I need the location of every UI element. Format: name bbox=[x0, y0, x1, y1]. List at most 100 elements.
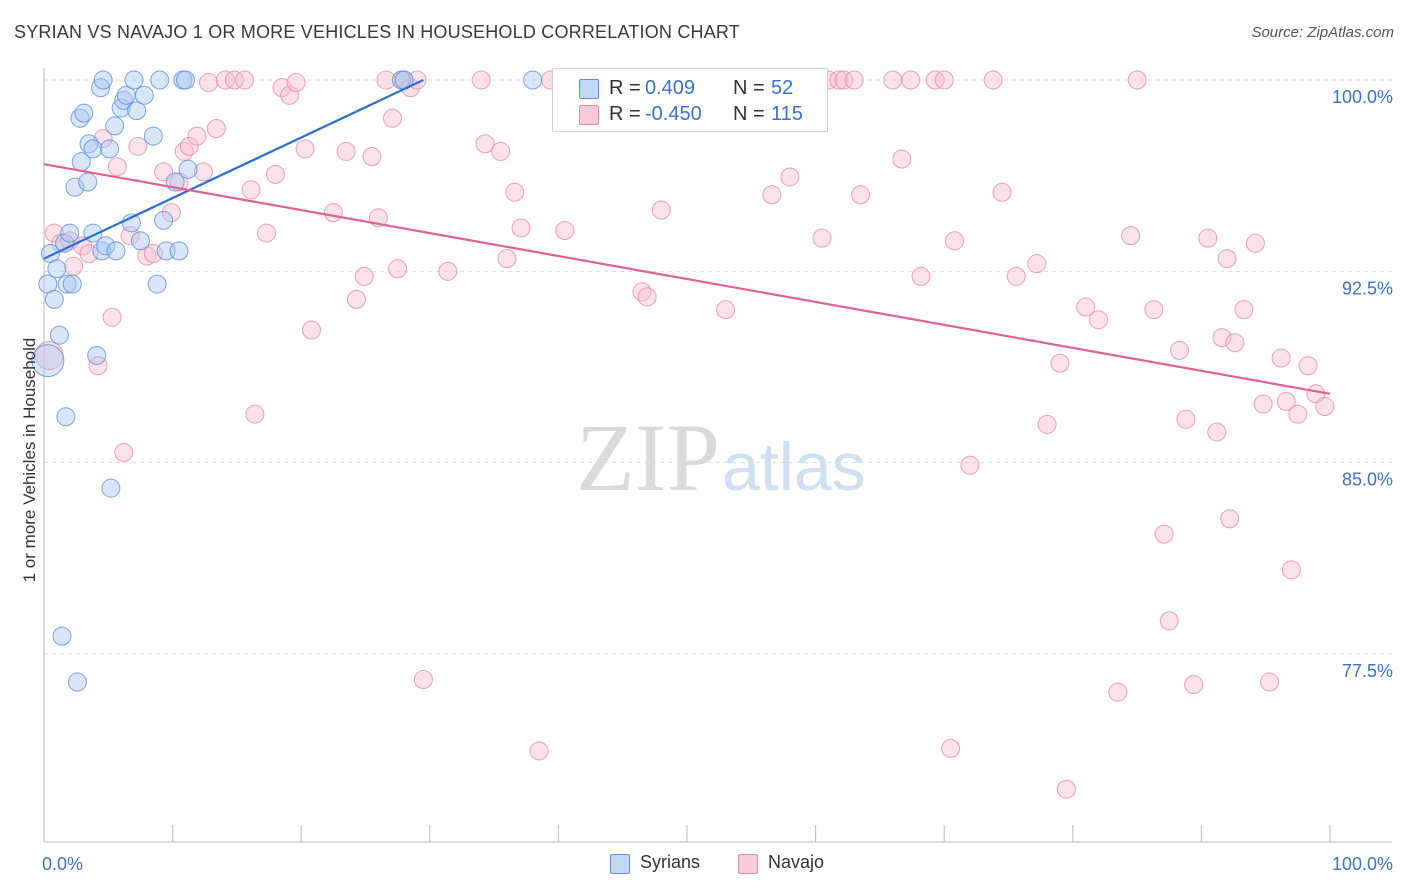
navajo-point bbox=[844, 70, 864, 90]
syrian-point bbox=[60, 223, 80, 243]
syrian-point bbox=[169, 241, 189, 261]
navajo-point bbox=[102, 307, 122, 327]
syrian-point bbox=[31, 344, 65, 378]
navajo-trend-line bbox=[43, 163, 1331, 395]
navajo-point bbox=[1220, 509, 1240, 529]
navajo-point bbox=[1271, 348, 1291, 368]
r-value: -0.450 bbox=[645, 103, 702, 125]
navajo-point bbox=[128, 136, 148, 156]
syrian-point bbox=[56, 407, 76, 427]
syrian-point bbox=[93, 70, 113, 90]
navajo-point bbox=[64, 256, 84, 276]
legend-row-navajo: R = -0.450 N = 115 bbox=[553, 101, 827, 127]
navajo-point bbox=[762, 185, 782, 205]
navajo-point bbox=[941, 738, 961, 758]
navajo-point bbox=[295, 139, 315, 159]
navajo-point bbox=[992, 182, 1012, 202]
navajo-point bbox=[944, 231, 964, 251]
source-credit: Source: ZipAtlas.com bbox=[1251, 24, 1394, 41]
syrian-point bbox=[67, 672, 87, 692]
r-label: R = bbox=[609, 77, 641, 99]
navajo-point bbox=[1184, 675, 1204, 695]
syrian-point bbox=[49, 325, 69, 345]
navajo-point bbox=[256, 223, 276, 243]
navajo-point bbox=[301, 320, 321, 340]
axis-layer bbox=[43, 68, 1392, 843]
navajo-point bbox=[511, 218, 531, 238]
syrian-point bbox=[44, 289, 64, 309]
navajo-swatch bbox=[579, 105, 599, 125]
syrian-point bbox=[523, 70, 543, 90]
navajo-point bbox=[1089, 310, 1109, 330]
navajo-point bbox=[388, 259, 408, 279]
syrian-point bbox=[65, 177, 85, 197]
navajo-point bbox=[235, 70, 255, 90]
grid-layer bbox=[44, 79, 1392, 655]
syrian-series bbox=[31, 70, 658, 692]
navajo-point bbox=[1037, 414, 1057, 434]
navajo-point bbox=[354, 266, 374, 286]
syrian-point bbox=[91, 78, 111, 98]
r-label: R = bbox=[609, 103, 641, 125]
syrian-point bbox=[114, 90, 134, 110]
navajo-point bbox=[413, 670, 433, 690]
correlation-legend: R = 0.409 N = 52 R = -0.450 N = 115 bbox=[552, 68, 828, 132]
navajo-point bbox=[1245, 233, 1265, 253]
syrian-legend-swatch bbox=[610, 854, 630, 874]
syrian-point bbox=[124, 70, 144, 90]
navajo-point bbox=[651, 200, 671, 220]
syrian-point bbox=[62, 274, 82, 294]
navajo-point bbox=[505, 182, 525, 202]
syrian-swatch bbox=[579, 79, 599, 99]
navajo-point bbox=[834, 70, 854, 90]
navajo-point bbox=[829, 70, 849, 90]
syrian-point bbox=[150, 70, 170, 90]
navajo-point bbox=[892, 149, 912, 169]
y-axis-label: 1 or more Vehicles in Household bbox=[20, 337, 39, 583]
x-tick-label-max: 100.0% bbox=[1332, 854, 1393, 874]
syrian-point bbox=[105, 116, 125, 136]
syrian-point bbox=[127, 101, 147, 121]
navajo-point bbox=[934, 70, 954, 90]
navajo-point bbox=[93, 129, 113, 149]
navajo-point bbox=[497, 249, 517, 269]
navajo-point bbox=[224, 70, 244, 90]
navajo-point bbox=[280, 85, 300, 105]
navajo-point bbox=[1260, 672, 1280, 692]
syrian-legend-label: Syrians bbox=[640, 852, 701, 872]
navajo-point bbox=[555, 221, 575, 241]
watermark-atlas: atlas bbox=[722, 429, 866, 505]
n-label: N = bbox=[733, 103, 765, 125]
navajo-point bbox=[529, 741, 549, 761]
navajo-point bbox=[107, 157, 127, 177]
navajo-point bbox=[1234, 300, 1254, 320]
syrian-point bbox=[78, 172, 98, 192]
syrian-point bbox=[74, 103, 94, 123]
navajo-point bbox=[1108, 682, 1128, 702]
navajo-legend-swatch bbox=[738, 854, 758, 874]
navajo-point bbox=[901, 70, 921, 90]
navajo-point bbox=[336, 141, 356, 161]
navajo-point bbox=[812, 228, 832, 248]
navajo-legend-label: Navajo bbox=[768, 852, 825, 872]
syrian-point bbox=[106, 241, 126, 261]
y-tick-label: 92.5% bbox=[1342, 278, 1393, 298]
navajo-point bbox=[346, 289, 366, 309]
navajo-point bbox=[1027, 254, 1047, 274]
navajo-point bbox=[199, 73, 219, 93]
navajo-point bbox=[1050, 353, 1070, 373]
navajo-point bbox=[241, 180, 261, 200]
navajo-point bbox=[780, 167, 800, 187]
syrian-point bbox=[101, 478, 121, 498]
navajo-point bbox=[1159, 611, 1179, 631]
navajo-point bbox=[471, 70, 491, 90]
trend-layer bbox=[43, 79, 1331, 395]
syrian-point bbox=[175, 70, 195, 90]
navajo-point bbox=[1076, 297, 1096, 317]
navajo-point bbox=[245, 404, 265, 424]
syrian-point bbox=[92, 241, 112, 261]
syrian-point bbox=[70, 108, 90, 128]
syrian-point bbox=[47, 259, 67, 279]
syrian-point bbox=[143, 126, 163, 146]
navajo-point bbox=[1288, 404, 1308, 424]
